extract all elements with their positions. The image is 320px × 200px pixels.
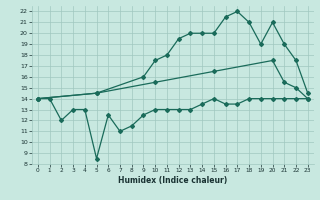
- X-axis label: Humidex (Indice chaleur): Humidex (Indice chaleur): [118, 176, 228, 185]
